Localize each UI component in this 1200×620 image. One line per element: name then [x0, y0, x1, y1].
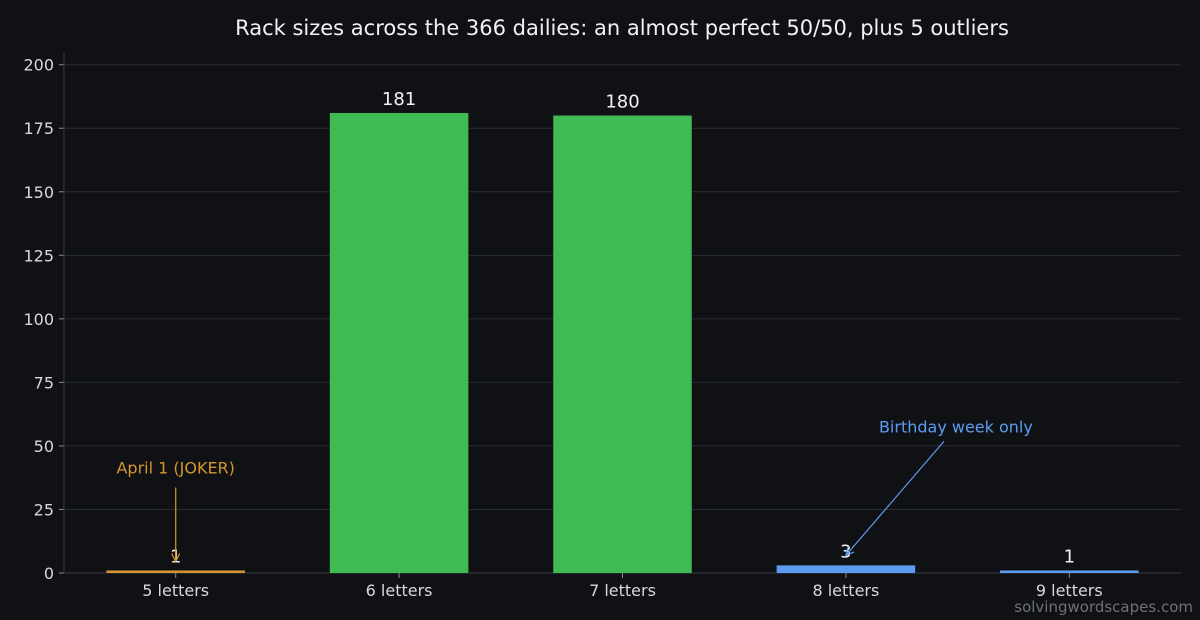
annotation-text: April 1 (JOKER)	[116, 458, 234, 477]
x-tick-label: 8 letters	[812, 581, 879, 600]
x-tick-label: 6 letters	[366, 581, 433, 600]
bar-7-letters	[553, 115, 692, 573]
y-tick-label: 175	[23, 119, 54, 138]
bars	[106, 112, 1139, 574]
bar-5-letters	[106, 570, 245, 573]
axes: 0 25 50 75 100 125 150 175 200 5 letters 6 letters…	[23, 52, 1181, 600]
x-tick-label: 9 letters	[1036, 581, 1103, 600]
y-tick-label: 125	[23, 246, 54, 265]
x-tick-label: 5 letters	[142, 581, 209, 600]
y-tick-label: 100	[23, 310, 54, 329]
bar-value-label: 181	[382, 89, 416, 110]
y-tick-label: 150	[23, 183, 54, 202]
annotation-arrow-head	[845, 546, 855, 557]
x-tick-label: 7 letters	[589, 581, 656, 600]
annotation-text: Birthday week only	[879, 417, 1033, 436]
y-tick-label: 200	[23, 56, 54, 75]
y-tick-label: 75	[34, 373, 54, 392]
annotations: April 1 (JOKER) Birthday week only	[116, 417, 1033, 563]
chart-title: Rack sizes across the 366 dailies: an al…	[235, 16, 1009, 40]
bar-value-label: 3	[840, 541, 851, 562]
watermark-text: solvingwordscapes.com	[1014, 598, 1193, 616]
y-tick-label: 0	[44, 564, 54, 583]
bar-9-letters	[1000, 570, 1139, 573]
y-tick-label: 25	[34, 500, 54, 519]
annotation-arrow-line	[845, 440, 945, 556]
bar-value-label: 180	[605, 92, 639, 113]
annotation-arrow-head	[171, 553, 181, 563]
bar-6-letters	[329, 112, 469, 574]
bar-8-letters	[776, 565, 916, 573]
y-tick-label: 50	[34, 437, 54, 456]
bar-value-label: 1	[1064, 546, 1075, 567]
